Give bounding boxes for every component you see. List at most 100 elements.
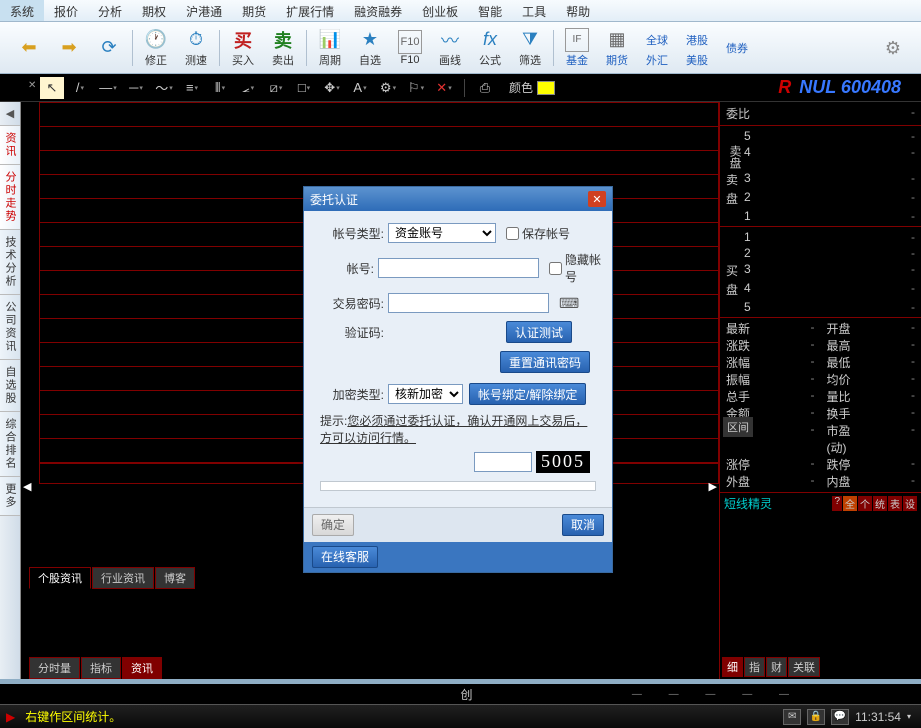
tb-fx[interactable]: fx公式 [471,25,509,71]
menu-tool[interactable]: 工具 [512,0,556,21]
hide-account-check[interactable]: 隐藏帐号 [549,251,604,285]
db-print[interactable]: ⎙ [473,77,497,99]
db-rect[interactable]: □▾ [292,77,316,99]
tb-back[interactable]: ⬅ [10,25,48,71]
db-cross[interactable]: ⧄▾ [264,77,288,99]
cancel-button[interactable]: 取消 [562,514,604,536]
menu-option[interactable]: 期权 [132,0,176,21]
tb-hk[interactable]: 港股美股 [678,25,716,71]
menu-ext[interactable]: 扩展行情 [276,0,344,21]
db-flag[interactable]: ⚐▾ [404,77,428,99]
db-vlines[interactable]: ⦀▾ [208,77,232,99]
sl-set[interactable]: 设 [903,496,917,511]
color-swatch[interactable] [537,81,555,95]
sl-stat[interactable]: 统 [873,496,887,511]
account-type-label: 帐号类型: [312,225,388,242]
menu-quote[interactable]: 报价 [44,0,88,21]
dialog-close-icon[interactable]: ✕ [588,191,606,207]
tb-draw[interactable]: 〰画线 [431,25,469,71]
dialog-titlebar[interactable]: 委托认证 ✕ [304,187,612,211]
db-delete[interactable]: ✕▾ [432,77,456,99]
nav-rank[interactable]: 综合排名 [0,412,20,477]
password-input[interactable] [388,293,549,313]
tb-sell[interactable]: 卖卖出 [264,25,302,71]
verify-test-button[interactable]: 认证测试 [506,321,572,343]
db-hlines[interactable]: ≡▾ [180,77,204,99]
tb-bond[interactable]: 债券 [718,25,756,71]
drawbar-close-icon[interactable]: ✕ [28,80,36,91]
clock-dropdown-icon[interactable]: ▾ [907,712,911,721]
captcha-image[interactable]: 5005 [536,451,590,473]
tb-f10[interactable]: F10F10 [391,25,429,71]
account-type-select[interactable]: 资金账号 [388,223,496,243]
bind-account-button[interactable]: 帐号绑定/解除绑定 [469,383,586,405]
tb-global[interactable]: 全球外汇 [638,25,676,71]
db-line2[interactable]: —▾ [96,77,120,99]
tab-blog[interactable]: 博客 [155,567,195,589]
menu-margin[interactable]: 融资融券 [344,0,412,21]
rt-rel[interactable]: 关联 [788,657,820,677]
interval-marker[interactable]: 区间 [723,417,753,437]
quote-cell: 量比- [821,388,921,405]
tb-fix[interactable]: 🕐修正 [137,25,175,71]
quote-panel: 委比- 5- 卖盘4- 卖3- 盘2- 1- 1- 2- 买3- 盘4- 5- … [719,102,921,679]
save-account-check[interactable]: 保存帐号 [506,225,570,242]
nav-company[interactable]: 公司资讯 [0,295,20,360]
nav-tech[interactable]: 技术分析 [0,230,20,295]
nav-fav[interactable]: 自选股 [0,360,20,412]
rt-ind[interactable]: 指 [744,657,765,677]
nav-info[interactable]: 资讯 [0,126,20,165]
tab-vol[interactable]: 分时量 [29,657,80,679]
gear-icon[interactable]: ⚙ [885,38,901,59]
online-service-button[interactable]: 在线客服 [312,546,378,568]
reset-comm-pwd-button[interactable]: 重置通讯密码 [500,351,590,373]
rt-detail[interactable]: 细 [722,657,743,677]
db-wave[interactable]: 〜▾ [152,77,176,99]
tb-fund[interactable]: ▦期货 [598,25,636,71]
nav-collapse-icon[interactable]: ◀ [0,102,20,126]
sl-help[interactable]: ? [832,496,842,511]
tab-info2[interactable]: 资讯 [122,657,162,679]
rt-fin[interactable]: 财 [766,657,787,677]
encrypt-select[interactable]: 核新加密 [388,384,463,404]
st-icon-2[interactable]: 🔒 [807,709,825,725]
tb-fav[interactable]: ★自选 [351,25,389,71]
sl-table[interactable]: 表 [888,496,902,511]
quote-cell: 均价- [821,371,921,388]
nav-more[interactable]: 更多 [0,477,20,516]
buy-section: 1- 2- 买3- 盘4- 5- [720,227,921,318]
account-input[interactable] [378,258,539,278]
tab-indicator[interactable]: 指标 [81,657,121,679]
tb-fwd[interactable]: ➡ [50,25,88,71]
ok-button[interactable]: 确定 [312,514,354,536]
menu-future[interactable]: 期货 [232,0,276,21]
db-fan[interactable]: ⦟▾ [236,77,260,99]
menu-analyze[interactable]: 分析 [88,0,132,21]
tb-if[interactable]: IF基金 [558,25,596,71]
tb-buy[interactable]: 买买入 [224,25,262,71]
db-move[interactable]: ✥▾ [320,77,344,99]
db-text[interactable]: A▾ [348,77,372,99]
tb-refresh[interactable]: ⟳ [90,25,128,71]
db-line1[interactable]: /▾ [68,77,92,99]
st-icon-1[interactable]: ✉ [783,709,801,725]
tb-period[interactable]: 📊周期 [311,25,349,71]
menu-smart[interactable]: 智能 [468,0,512,21]
tab-industry-info[interactable]: 行业资讯 [92,567,154,589]
db-settings[interactable]: ⚙▾ [376,77,400,99]
nav-intraday[interactable]: 分时走势 [0,165,20,230]
st-icon-3[interactable]: 💬 [831,709,849,725]
tb-filter[interactable]: ⧩筛选 [511,25,549,71]
captcha-input[interactable] [474,452,532,472]
keyboard-icon[interactable]: ⌨ [559,295,579,312]
sl-all[interactable]: 全 [843,496,857,511]
menu-system[interactable]: 系统 [0,0,44,21]
tab-stock-info[interactable]: 个股资讯 [29,567,91,589]
menu-help[interactable]: 帮助 [556,0,600,21]
tb-speed[interactable]: ⏱测速 [177,25,215,71]
db-pointer[interactable]: ↖ [40,77,64,99]
menu-gem[interactable]: 创业板 [412,0,468,21]
sl-single[interactable]: 个 [858,496,872,511]
menu-hk[interactable]: 沪港通 [176,0,232,21]
db-line3[interactable]: ─▾ [124,77,148,99]
